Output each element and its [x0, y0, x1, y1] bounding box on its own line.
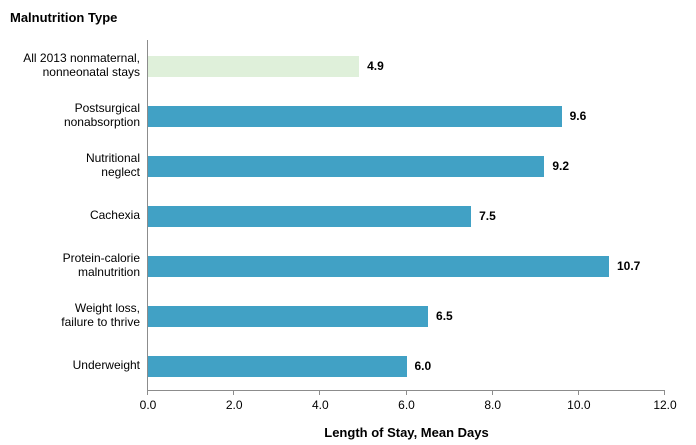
- y-axis-line: [147, 40, 148, 390]
- x-tick: [577, 390, 579, 395]
- category-label: Postsurgical nonabsorption: [63, 101, 140, 129]
- bar: [148, 56, 360, 77]
- category-label: Weight loss, failure to thrive: [61, 301, 140, 329]
- category-label: All 2013 nonmaternal, nonneonatal stays: [23, 51, 140, 79]
- x-tick: [405, 390, 407, 395]
- category-labels: All 2013 nonmaternal, nonneonatal stays Po…: [0, 40, 140, 390]
- value-label: 7.5: [479, 209, 496, 223]
- bar: [148, 306, 429, 327]
- x-tick-label: 6.0: [398, 398, 415, 412]
- bar: [148, 106, 562, 127]
- value-label: 10.7: [616, 259, 641, 273]
- bar: [148, 156, 545, 177]
- bar: [148, 356, 407, 377]
- bar: [148, 206, 472, 227]
- value-label: 9.2: [552, 159, 570, 173]
- x-tick: [147, 390, 148, 395]
- category-label: Underweight: [72, 358, 140, 372]
- value-label: 6.0: [414, 359, 432, 373]
- value-label: 4.9: [367, 59, 384, 73]
- x-tick: [664, 390, 665, 395]
- x-tick-label: 10.0: [567, 398, 591, 412]
- value-label: 6.5: [436, 309, 453, 323]
- x-tick-label: 0.0: [139, 398, 157, 412]
- category-label: Cachexia: [89, 208, 140, 222]
- x-tick: [491, 390, 493, 395]
- x-axis-title: Length of Stay, Mean Days: [324, 425, 489, 440]
- chart-title: Malnutrition Type: [10, 10, 118, 25]
- category-label: Protein-calorie malnutrition: [62, 251, 140, 279]
- x-tick-label: 12.0: [653, 398, 677, 412]
- x-tick: [319, 390, 321, 395]
- category-label: Nutritional neglect: [85, 151, 140, 179]
- x-tick-label: 2.0: [225, 398, 243, 412]
- value-label: 9.6: [569, 109, 587, 123]
- x-tick-label: 4.0: [311, 398, 329, 412]
- x-tick-label: 8.0: [484, 398, 501, 412]
- x-tick: [233, 390, 235, 395]
- bar: [148, 256, 609, 277]
- plot-area: 4.9 9.6 9.2 7.5 10.7 6.5 6.0 0.0 2.0 4.0 6.0 8.0 10.…: [140, 40, 677, 412]
